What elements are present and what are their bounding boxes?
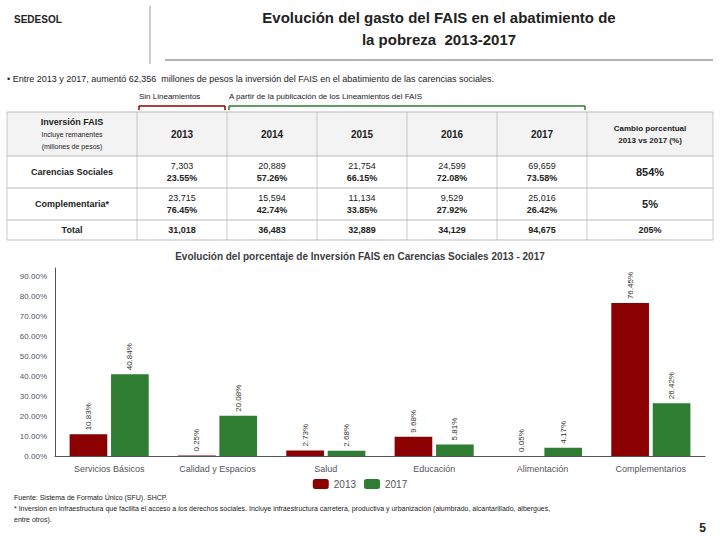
svg-text:Salud: Salud [314,464,337,474]
svg-text:Cambio porcentual: Cambio porcentual [614,124,686,133]
svg-text:5.81%: 5.81% [450,418,459,441]
svg-text:0.00%: 0.00% [24,452,47,461]
svg-text:60.00%: 60.00% [20,332,47,341]
svg-text:10.83%: 10.83% [84,403,93,430]
svg-text:26.42%: 26.42% [527,205,558,215]
svg-text:40.00%: 40.00% [20,372,47,381]
svg-text:2014: 2014 [261,129,284,140]
svg-text:2013: 2013 [171,129,194,140]
svg-text:70.00%: 70.00% [20,312,47,321]
svg-text:Complementarios: Complementarios [616,464,687,474]
svg-text:20.00%: 20.00% [20,412,47,421]
svg-text:Inversión FAIS: Inversión FAIS [41,117,104,127]
svg-text:205%: 205% [638,225,661,235]
svg-text:94,675: 94,675 [528,225,556,235]
svg-text:• Entre 2013 y 2017, aumentó 6: • Entre 2013 y 2017, aumentó 62,356 mill… [7,74,494,84]
svg-text:42.74%: 42.74% [257,205,288,215]
svg-text:0.25%: 0.25% [192,429,201,452]
svg-text:11,134: 11,134 [349,193,376,203]
svg-text:90.00%: 90.00% [20,272,47,281]
svg-text:Evolución del gasto del FAIS e: Evolución del gasto del FAIS en el abati… [262,9,615,26]
svg-text:10.00%: 10.00% [20,432,47,441]
svg-text:36,483: 36,483 [258,225,286,235]
svg-text:72.08%: 72.08% [437,173,468,183]
svg-text:* Inversión en infraestructura: * Inversión en infraestructura que facil… [14,505,550,513]
svg-text:Complementaria*: Complementaria* [35,199,110,209]
svg-text:24,599: 24,599 [438,161,466,171]
svg-text:50.00%: 50.00% [20,352,47,361]
svg-text:33.85%: 33.85% [347,205,378,215]
svg-text:Evolución del porcentaje de In: Evolución del porcentaje de Inversión FA… [175,251,545,262]
svg-text:2013: 2013 [334,479,357,490]
svg-text:Carencias Sociales: Carencias Sociales [31,167,113,177]
svg-text:66.15%: 66.15% [347,173,378,183]
svg-text:23,715: 23,715 [168,193,196,203]
svg-text:Servicios Básicos: Servicios Básicos [74,464,145,474]
svg-text:15,594: 15,594 [258,193,286,203]
svg-text:4.17%: 4.17% [559,421,568,444]
svg-text:76.45%: 76.45% [167,205,198,215]
svg-text:0.05%: 0.05% [517,429,526,452]
svg-text:2016: 2016 [441,129,464,140]
svg-text:2.68%: 2.68% [342,424,351,447]
svg-text:Total: Total [62,225,83,235]
svg-text:entre otros).: entre otros). [14,516,52,524]
svg-text:Alimentación: Alimentación [517,464,569,474]
svg-text:9,529: 9,529 [441,193,464,203]
svg-text:854%: 854% [636,166,664,178]
svg-text:2015: 2015 [351,129,374,140]
svg-text:40.84%: 40.84% [125,343,134,370]
svg-text:la pobreza 2013-2017: la pobreza 2013-2017 [362,31,516,48]
svg-text:25,016: 25,016 [528,193,556,203]
svg-text:5: 5 [699,521,706,535]
svg-text:5%: 5% [642,198,658,210]
svg-text:A partir de la publicación de: A partir de la publicación de los Lineam… [229,92,422,101]
svg-text:(millones de pesos): (millones de pesos) [42,143,103,151]
svg-text:31,018: 31,018 [168,225,196,235]
svg-text:30.00%: 30.00% [20,392,47,401]
svg-text:76.45%: 76.45% [626,272,635,299]
svg-text:9.68%: 9.68% [409,410,418,433]
svg-text:27.92%: 27.92% [437,205,468,215]
svg-text:26.42%: 26.42% [667,372,676,399]
svg-text:34,129: 34,129 [438,225,466,235]
svg-text:2013 vs 2017 (%): 2013 vs 2017 (%) [618,136,682,145]
svg-text:80.00%: 80.00% [20,292,47,301]
svg-text:20.08%: 20.08% [234,385,243,412]
svg-text:Educación: Educación [413,464,455,474]
svg-text:2.73%: 2.73% [301,424,310,447]
svg-text:21,754: 21,754 [348,161,376,171]
svg-text:23.55%: 23.55% [167,173,198,183]
svg-text:73.58%: 73.58% [527,173,558,183]
svg-text:SEDESOL: SEDESOL [14,14,62,25]
svg-text:2017: 2017 [531,129,554,140]
svg-text:2017: 2017 [385,479,408,490]
svg-text:57.26%: 57.26% [257,173,288,183]
svg-text:Incluye remanentes: Incluye remanentes [41,131,103,139]
svg-text:20,889: 20,889 [258,161,286,171]
svg-text:7,303: 7,303 [171,161,194,171]
svg-text:69,659: 69,659 [528,161,556,171]
svg-text:Calidad y Espacios: Calidad y Espacios [179,464,256,474]
svg-text:32,889: 32,889 [348,225,376,235]
svg-text:Fuente: Sistema de Formato Úni: Fuente: Sistema de Formato Único (SFU). … [14,493,168,502]
svg-text:Sin Lineamientos: Sin Lineamientos [139,92,200,101]
